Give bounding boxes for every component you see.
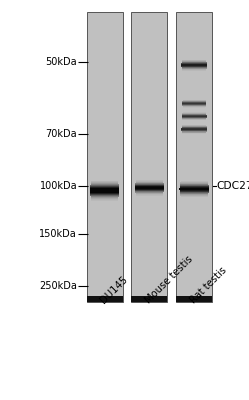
Text: 100kDa: 100kDa [40, 181, 77, 191]
Text: 250kDa: 250kDa [39, 281, 77, 291]
Bar [180, 191, 209, 192]
Bar [181, 181, 208, 182]
Bar [131, 296, 167, 302]
Bar [180, 186, 209, 187]
Bar [90, 191, 119, 192]
Bar [90, 192, 119, 193]
Bar [91, 196, 119, 197]
Bar [87, 296, 123, 302]
Bar [180, 185, 208, 186]
Bar [90, 193, 119, 194]
Bar [90, 186, 119, 187]
Bar [90, 194, 119, 195]
Bar [90, 190, 119, 191]
Bar [91, 184, 119, 185]
Bar [180, 190, 209, 191]
Bar [131, 12, 167, 302]
Bar [176, 296, 212, 302]
Bar [180, 187, 209, 188]
Bar [180, 192, 208, 193]
Bar [181, 196, 208, 197]
Bar [90, 189, 119, 190]
Bar [180, 188, 209, 189]
Bar [180, 193, 208, 194]
Bar [90, 187, 119, 188]
Text: DU145: DU145 [99, 274, 130, 305]
Bar [91, 197, 119, 198]
Bar [90, 185, 119, 186]
Bar [91, 183, 119, 184]
Bar [181, 182, 208, 183]
Bar [180, 183, 208, 184]
Bar [91, 200, 118, 201]
Text: Rat testis: Rat testis [188, 265, 229, 305]
Bar [91, 181, 118, 182]
Bar [87, 12, 123, 302]
Bar [180, 194, 208, 195]
Text: 50kDa: 50kDa [46, 57, 77, 67]
Bar [90, 188, 119, 189]
Bar [91, 199, 118, 200]
Bar [91, 182, 118, 183]
Text: CDC27: CDC27 [217, 181, 249, 191]
Bar [90, 195, 119, 196]
Text: 150kDa: 150kDa [39, 229, 77, 239]
Bar [181, 195, 208, 196]
Bar [91, 198, 118, 199]
Text: Mouse testis: Mouse testis [144, 254, 195, 305]
Bar [176, 12, 212, 302]
Bar [180, 184, 208, 185]
Bar [180, 189, 209, 190]
Text: 70kDa: 70kDa [46, 129, 77, 139]
